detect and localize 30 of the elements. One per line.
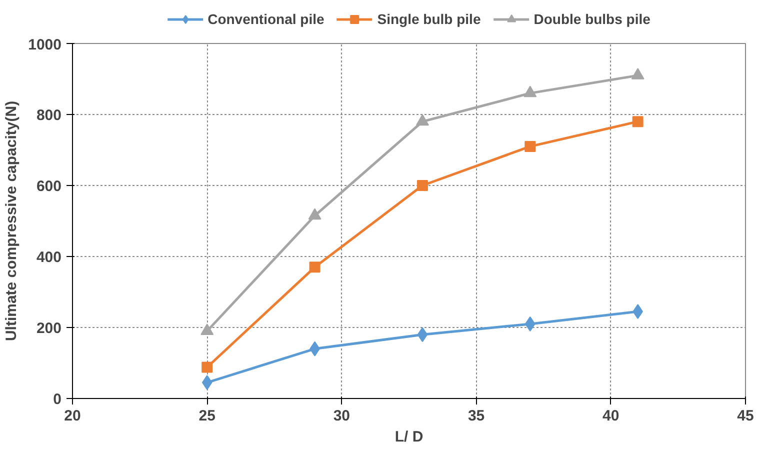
x-axis-title: L/ D bbox=[394, 428, 424, 446]
point bbox=[524, 316, 536, 332]
point bbox=[416, 180, 428, 191]
point bbox=[200, 324, 214, 336]
point bbox=[631, 68, 644, 80]
y-tick-label: 800 bbox=[36, 107, 62, 124]
point bbox=[202, 375, 212, 390]
point bbox=[308, 208, 322, 220]
y-axis-title: Ultimate compressive capacity(N) bbox=[3, 100, 20, 342]
y-tick-label: 200 bbox=[36, 320, 62, 337]
x-tick-label: 35 bbox=[468, 408, 485, 424]
y-tick-label: 400 bbox=[36, 249, 62, 266]
x-tick-label: 45 bbox=[737, 408, 754, 424]
point bbox=[417, 327, 428, 342]
point bbox=[416, 114, 429, 126]
point bbox=[632, 116, 644, 128]
legend-label: Single bulb pile bbox=[377, 11, 481, 27]
y-tick-label: 1000 bbox=[28, 36, 62, 54]
y-tick-label: 0 bbox=[53, 391, 62, 408]
y-tick-label: 600 bbox=[36, 178, 62, 195]
x-tick-label: 40 bbox=[602, 408, 620, 424]
point bbox=[202, 362, 213, 373]
legend-label: Double bulbs pile bbox=[534, 11, 650, 27]
point bbox=[524, 140, 536, 152]
x-tick-label: 25 bbox=[198, 408, 216, 424]
point bbox=[524, 86, 537, 98]
x-tick-label: 30 bbox=[333, 408, 350, 424]
point bbox=[309, 262, 320, 273]
x-tick-label: 20 bbox=[64, 408, 81, 424]
legend-label: Conventional pile bbox=[208, 11, 324, 27]
